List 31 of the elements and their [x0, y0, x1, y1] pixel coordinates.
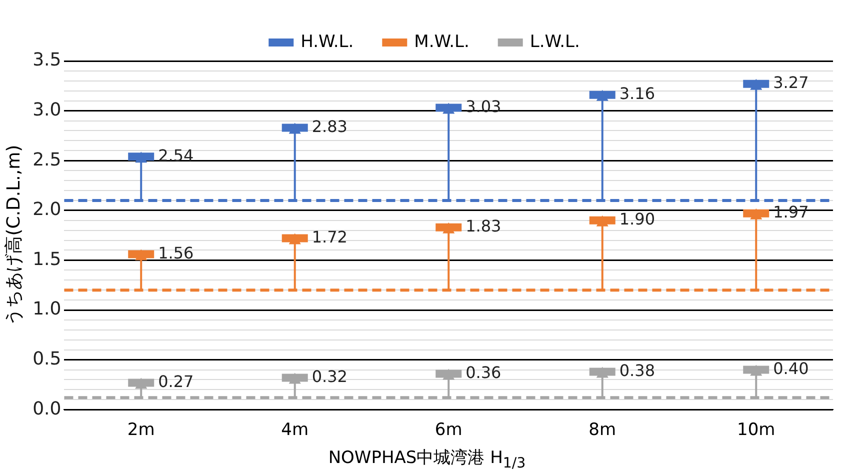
- x-axis-title: NOWPHAS中城湾港 H$_{1/3}$: [327, 447, 527, 472]
- data-label: 0.27: [158, 372, 194, 391]
- y-tick-label: 2.5: [32, 149, 62, 170]
- data-label: 0.40: [773, 358, 809, 378]
- y-tick-label: 0.0: [32, 398, 62, 420]
- x-tick-label: 10m: [737, 420, 776, 440]
- y-axis-title: うちあげ高(C.D.L.,m): [3, 144, 24, 326]
- data-label: 1.90: [619, 210, 655, 229]
- data-label: 2.83: [312, 116, 348, 136]
- data-label: 0.32: [312, 366, 348, 386]
- data-label: 1.56: [158, 243, 194, 262]
- data-label: 3.27: [773, 73, 809, 92]
- x-tick-label: 6m: [434, 420, 462, 440]
- y-tick-label: 0.5: [32, 348, 62, 370]
- x-tick-label: 8m: [588, 420, 616, 440]
- legend-label: M.W.L.: [414, 32, 470, 52]
- data-label: 2.54: [158, 146, 194, 165]
- data-label: 1.72: [312, 227, 348, 246]
- y-tick-label: 3.5: [32, 50, 62, 71]
- legend-label: L.W.L.: [530, 32, 580, 52]
- data-label: 3.16: [619, 84, 655, 104]
- data-label: 1.83: [466, 216, 502, 236]
- data-label: 0.36: [466, 362, 502, 382]
- y-tick-label: 3.0: [32, 99, 62, 120]
- y-tick-label: 1.0: [32, 298, 62, 320]
- y-tick-label: 1.5: [32, 248, 62, 270]
- x-tick-label: 2m: [127, 420, 155, 440]
- x-tick-label: 4m: [281, 420, 309, 440]
- legend-label: H.W.L.: [300, 32, 354, 52]
- data-label: 0.38: [619, 360, 655, 380]
- y-tick-label: 2.0: [32, 199, 62, 220]
